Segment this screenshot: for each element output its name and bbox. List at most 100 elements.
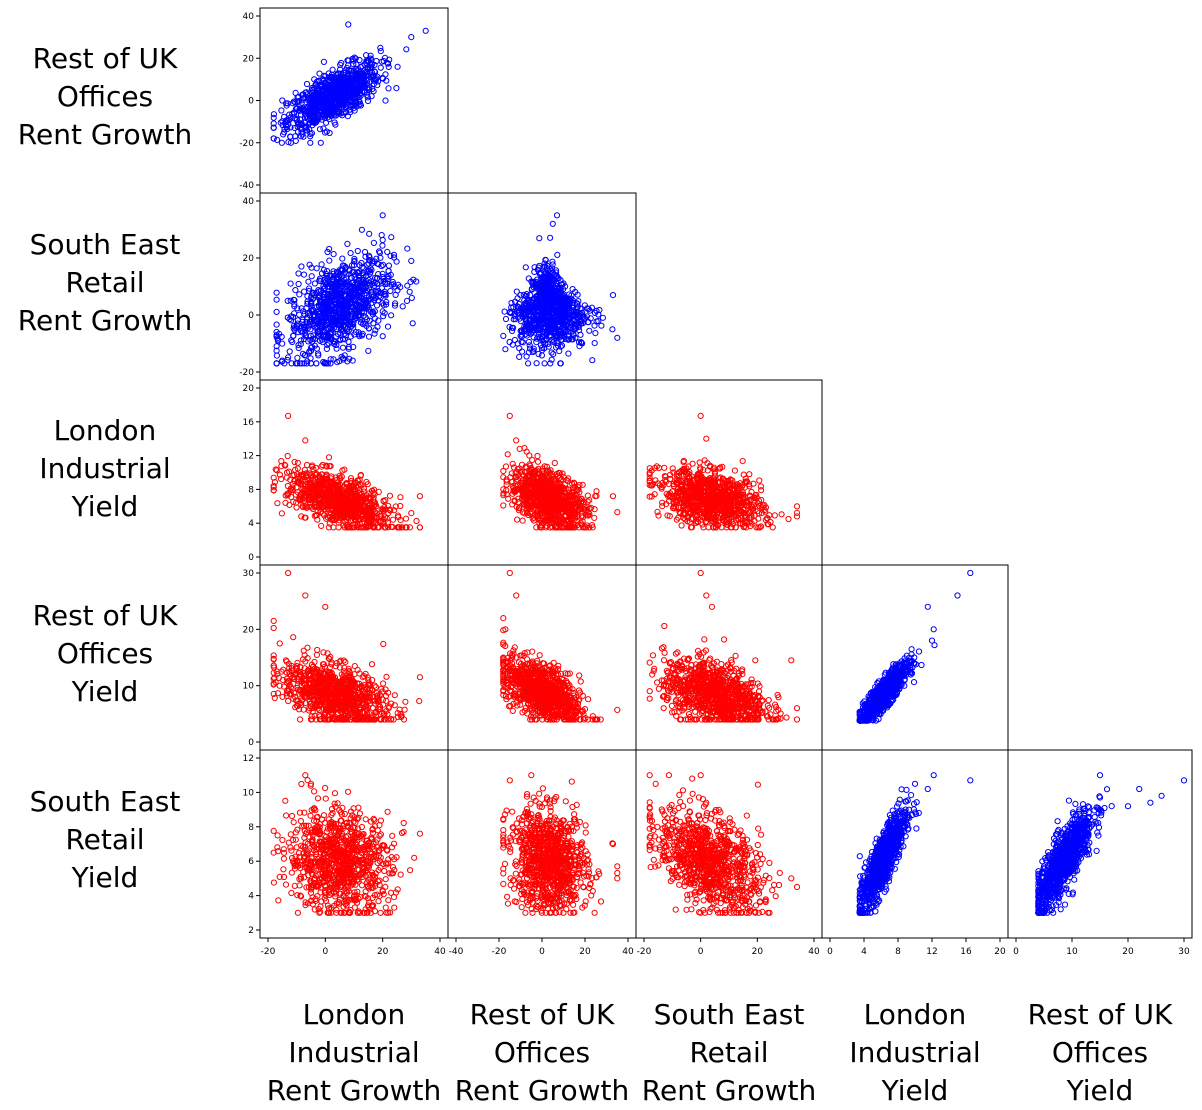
data-point xyxy=(370,239,377,246)
data-point xyxy=(298,99,305,106)
data-point xyxy=(504,451,511,458)
panel-frame xyxy=(259,379,449,566)
data-point xyxy=(270,114,277,121)
data-point xyxy=(345,21,352,28)
data-point xyxy=(385,262,392,269)
data-point xyxy=(592,330,599,337)
data-point xyxy=(345,338,352,345)
data-point xyxy=(547,234,554,241)
data-point xyxy=(273,289,280,296)
data-point xyxy=(739,458,746,465)
data-point xyxy=(609,493,617,500)
data-point xyxy=(278,139,285,146)
data-point xyxy=(408,34,415,41)
data-point xyxy=(530,334,537,341)
data-point xyxy=(286,348,293,355)
data-point xyxy=(403,46,410,53)
data-point xyxy=(294,119,301,126)
data-point xyxy=(307,139,314,146)
data-point xyxy=(273,308,280,315)
scatter-panel-r2-c0 xyxy=(259,379,449,566)
data-point xyxy=(326,257,333,264)
data-point xyxy=(366,230,373,237)
data-point xyxy=(313,265,320,272)
data-point xyxy=(347,250,354,257)
data-point xyxy=(516,353,523,360)
data-point xyxy=(339,344,347,351)
data-point xyxy=(321,79,329,86)
data-point xyxy=(598,322,605,329)
data-point xyxy=(379,212,386,219)
data-point xyxy=(307,133,314,140)
data-point xyxy=(364,261,371,268)
data-point xyxy=(502,346,509,353)
data-point xyxy=(609,326,616,333)
data-point xyxy=(385,85,392,92)
data-point xyxy=(278,107,285,114)
data-point xyxy=(316,126,324,133)
data-point xyxy=(365,333,373,340)
data-point xyxy=(301,288,308,295)
data-point xyxy=(599,314,607,321)
data-point xyxy=(514,516,521,523)
data-point xyxy=(318,261,325,268)
data-point xyxy=(287,280,294,287)
data-point xyxy=(389,516,397,523)
data-point xyxy=(554,251,561,258)
data-point xyxy=(397,494,404,501)
data-point xyxy=(284,452,291,460)
data-point xyxy=(333,345,340,352)
data-point xyxy=(408,257,415,264)
data-point xyxy=(332,121,339,128)
data-point xyxy=(519,348,526,355)
data-point xyxy=(307,355,314,362)
data-point xyxy=(285,412,292,419)
data-point xyxy=(351,54,358,61)
data-point xyxy=(793,513,801,520)
data-point xyxy=(379,242,386,249)
data-point xyxy=(565,350,572,357)
data-point xyxy=(525,360,532,367)
data-point xyxy=(292,99,299,106)
data-point xyxy=(371,330,378,337)
data-point xyxy=(325,454,333,461)
data-point xyxy=(377,44,384,52)
data-point xyxy=(373,302,381,309)
data-point xyxy=(502,315,510,323)
data-point xyxy=(377,64,384,71)
data-point xyxy=(379,236,386,244)
data-point xyxy=(522,264,529,271)
data-point xyxy=(409,320,416,327)
data-point xyxy=(278,510,285,517)
data-point xyxy=(553,212,561,219)
data-point xyxy=(305,278,312,285)
data-point xyxy=(282,122,290,129)
data-point xyxy=(416,524,423,531)
data-point xyxy=(422,27,429,34)
data-point xyxy=(534,452,541,460)
data-point xyxy=(377,48,384,55)
data-point xyxy=(291,458,298,466)
scatter-panel-r1-c1 xyxy=(447,192,637,381)
data-point xyxy=(404,282,411,289)
data-point xyxy=(291,310,298,317)
data-point xyxy=(387,287,394,295)
data-point xyxy=(364,97,372,105)
data-point xyxy=(500,502,507,509)
data-point xyxy=(303,80,311,88)
data-point xyxy=(394,63,401,70)
data-point xyxy=(277,119,284,126)
data-point xyxy=(382,97,389,104)
data-point xyxy=(386,492,394,499)
data-point xyxy=(614,334,621,341)
data-point xyxy=(320,72,327,80)
data-point xyxy=(513,288,520,295)
data-point xyxy=(577,331,584,338)
data-point xyxy=(308,273,315,280)
data-point xyxy=(296,291,303,298)
data-point xyxy=(378,232,385,239)
data-point xyxy=(320,58,327,66)
data-point xyxy=(318,463,325,470)
data-point xyxy=(408,509,415,517)
data-point xyxy=(416,493,423,500)
